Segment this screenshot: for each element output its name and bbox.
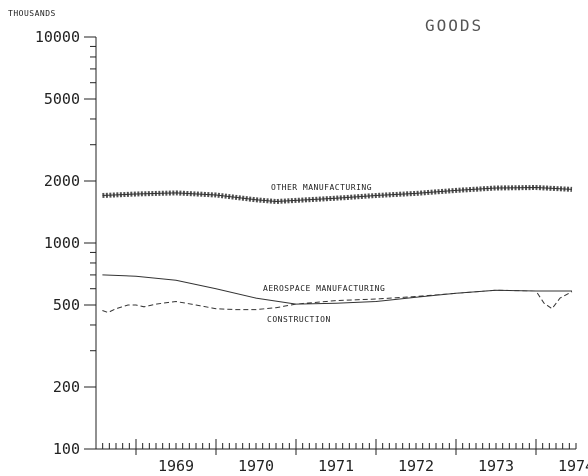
series-labels-layer: OTHER MANUFACTURING AEROSPACE MANUFACTURI… [263,183,385,324]
label-aerospace-manufacturing: AEROSPACE MANUFACTURING [263,284,385,293]
x-tick-label: 1970 [238,457,274,475]
y-tick-label: 200 [53,378,80,396]
x-tick-label: 1972 [398,457,434,475]
y-tick-label: 100 [53,440,80,458]
y-tick-label: 500 [53,296,80,314]
y-axis-unit-label: THOUSANDS [8,9,56,18]
y-tick-label: 10000 [35,28,80,46]
ticks-layer: 100 200 500 1000 2000 5000 10000 1969 1970 1971 19… [35,28,588,475]
chart-title: GOODS [425,16,483,35]
x-tick-label: 1973 [478,457,514,475]
x-tick-label: 1974 [558,457,588,475]
y-tick-label: 2000 [44,172,80,190]
x-tick-label: 1969 [158,457,194,475]
y-tick-label: 5000 [44,90,80,108]
label-construction: CONSTRUCTION [267,315,331,324]
y-tick-label: 1000 [44,234,80,252]
series-line-construction [102,290,572,312]
label-other-manufacturing: OTHER MANUFACTURING [271,183,372,192]
x-tick-label: 1971 [318,457,354,475]
series-layer [102,188,572,313]
